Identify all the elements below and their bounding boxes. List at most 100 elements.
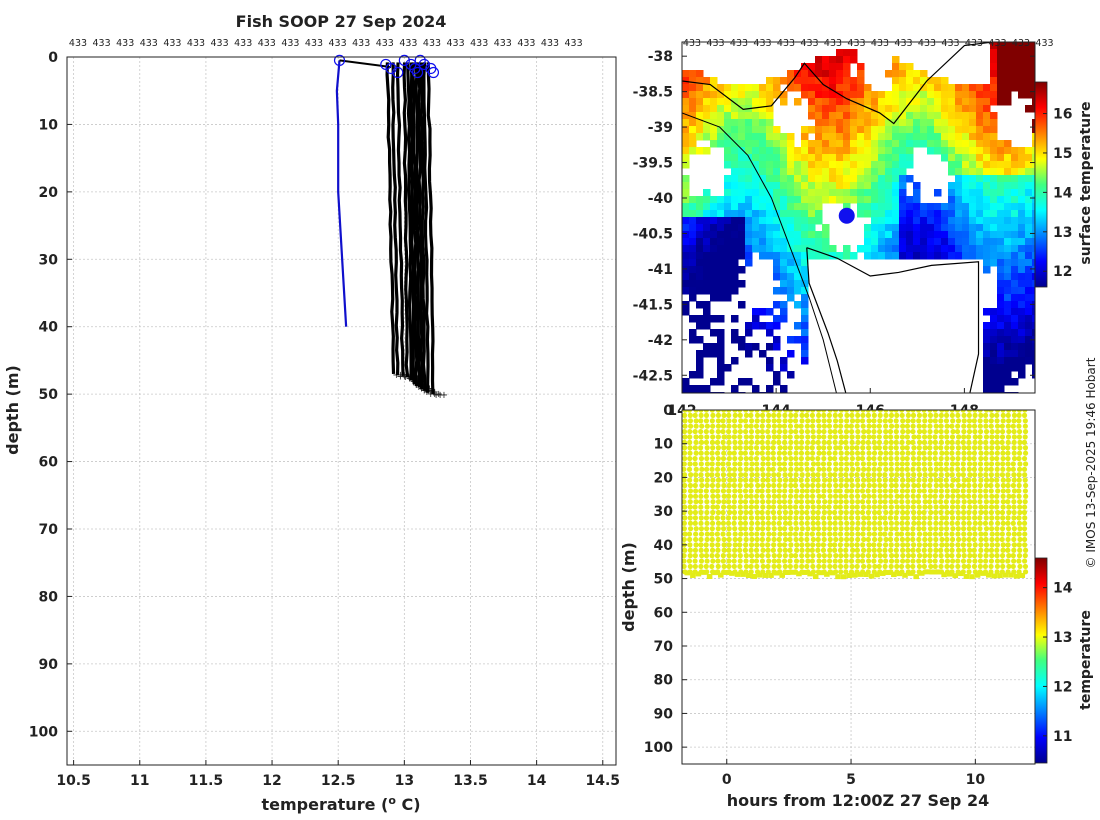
section-point xyxy=(955,493,962,499)
section-point xyxy=(805,455,811,462)
section-point xyxy=(703,428,709,435)
sst-cell xyxy=(983,105,991,113)
section-point xyxy=(978,531,984,537)
sst-cell xyxy=(969,112,977,120)
sst-cell xyxy=(766,322,774,330)
section-point xyxy=(760,410,766,413)
sst-cell xyxy=(955,91,963,99)
section-point xyxy=(793,509,800,516)
section-point xyxy=(899,412,905,418)
sst-cell xyxy=(990,238,998,246)
sst-cell xyxy=(808,84,816,92)
sst-cell xyxy=(843,63,851,71)
sst-cell xyxy=(836,168,844,176)
sst-cell xyxy=(976,91,984,99)
section-point xyxy=(692,504,698,510)
section-point xyxy=(788,553,794,559)
section-point xyxy=(871,493,877,499)
section-point xyxy=(827,488,833,494)
section-point xyxy=(866,504,872,510)
sst-cell xyxy=(948,161,956,169)
sst-cell xyxy=(1011,168,1019,176)
sst-cell xyxy=(682,84,690,92)
section-point xyxy=(832,515,839,521)
sst-cell xyxy=(906,63,914,71)
sst-cell xyxy=(689,98,697,106)
section-point xyxy=(821,563,827,570)
section-point xyxy=(893,499,899,505)
sst-cell xyxy=(724,203,732,211)
sst-cell xyxy=(773,203,781,211)
section-point xyxy=(782,455,788,462)
section-point xyxy=(721,477,727,483)
profile-x-tick-label: 12.5 xyxy=(321,773,356,789)
sst-cell xyxy=(682,378,690,386)
section-point xyxy=(1021,412,1028,418)
sst-cell xyxy=(724,91,732,99)
section-point xyxy=(944,553,950,559)
profile-black-line xyxy=(395,62,405,376)
section-point xyxy=(989,526,995,532)
section-point xyxy=(821,439,827,445)
section-point xyxy=(938,520,944,526)
sst-cell xyxy=(878,133,886,141)
profile-panel: Fish SOOP 27 Sep 2024 433 433 433 433 433 433… xyxy=(3,12,620,814)
sst-cell xyxy=(892,77,900,85)
section-point xyxy=(999,509,1006,516)
section-point xyxy=(833,488,839,494)
sst-cell xyxy=(983,147,991,155)
section-point xyxy=(771,423,777,429)
sst-cell xyxy=(696,91,704,99)
section-point xyxy=(709,520,716,526)
section-point xyxy=(977,445,983,451)
sst-cell xyxy=(990,259,998,267)
section-point xyxy=(877,526,883,532)
sst-cell xyxy=(927,231,935,239)
section-point xyxy=(738,526,744,532)
profile-x-tick-label: 14 xyxy=(527,773,547,789)
section-point xyxy=(983,515,989,521)
section-point xyxy=(916,536,922,543)
sst-cell xyxy=(920,105,928,113)
sst-cell xyxy=(850,84,858,92)
section-point xyxy=(1011,547,1017,553)
section-point xyxy=(759,558,766,564)
section-point xyxy=(893,547,899,553)
sst-cell xyxy=(983,133,991,141)
section-point xyxy=(938,488,944,494)
section-point xyxy=(787,418,794,424)
sst-cell xyxy=(948,238,956,246)
sst-cell xyxy=(990,196,998,204)
section-point xyxy=(738,531,744,537)
section-point xyxy=(765,547,771,553)
sst-cell xyxy=(773,196,781,204)
section-point xyxy=(977,461,984,467)
section-point xyxy=(838,461,844,467)
section-point xyxy=(960,569,966,575)
sst-cell xyxy=(745,140,753,148)
sst-cell xyxy=(773,273,781,281)
sst-cell xyxy=(1025,343,1033,351)
section-point xyxy=(854,493,861,499)
sst-cell xyxy=(689,280,697,288)
sst-cell xyxy=(682,287,690,295)
sst-cell xyxy=(927,224,935,232)
sst-cell xyxy=(885,252,893,260)
sst-cell xyxy=(815,140,823,148)
section-point xyxy=(833,482,839,489)
sst-cell xyxy=(801,308,809,316)
sst-cell xyxy=(1004,168,1012,176)
section-point xyxy=(703,547,710,553)
section-point xyxy=(704,423,710,429)
section-point xyxy=(927,423,933,429)
section-point xyxy=(893,445,899,451)
section-point xyxy=(754,553,760,559)
section-point xyxy=(893,482,899,489)
sst-cell xyxy=(934,252,942,260)
section-point xyxy=(743,493,749,499)
section-point xyxy=(871,410,877,413)
section-point xyxy=(714,439,721,445)
section-point xyxy=(682,482,688,489)
section-point xyxy=(1016,472,1022,478)
section-point xyxy=(843,493,849,499)
